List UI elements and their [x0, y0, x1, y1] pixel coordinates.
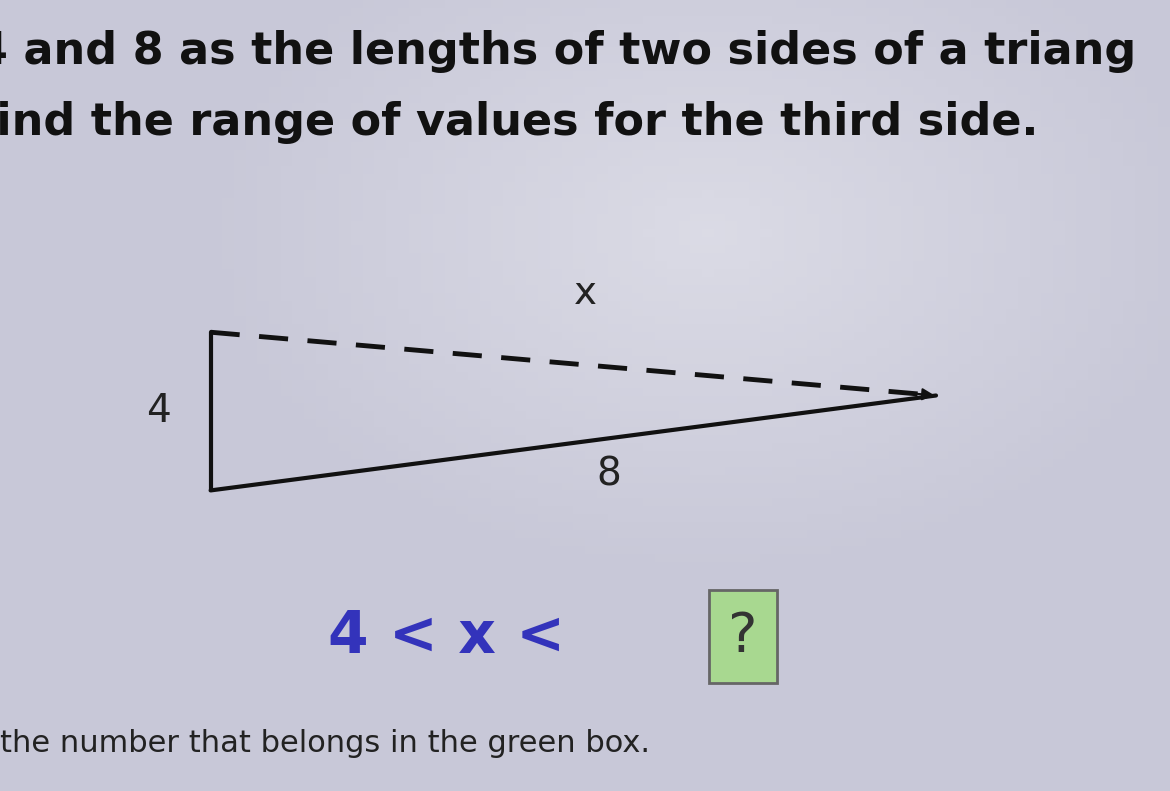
Text: find the range of values for the third side.: find the range of values for the third s…: [0, 101, 1038, 144]
Text: ?: ?: [728, 610, 758, 664]
Text: x: x: [573, 274, 597, 312]
Text: 4 and 8 as the lengths of two sides of a triang: 4 and 8 as the lengths of two sides of a…: [0, 30, 1136, 73]
Text: the number that belongs in the green box.: the number that belongs in the green box…: [0, 729, 651, 758]
Text: 4 < x <: 4 < x <: [328, 608, 585, 665]
Text: 8: 8: [596, 456, 621, 494]
Text: 4: 4: [145, 392, 171, 430]
